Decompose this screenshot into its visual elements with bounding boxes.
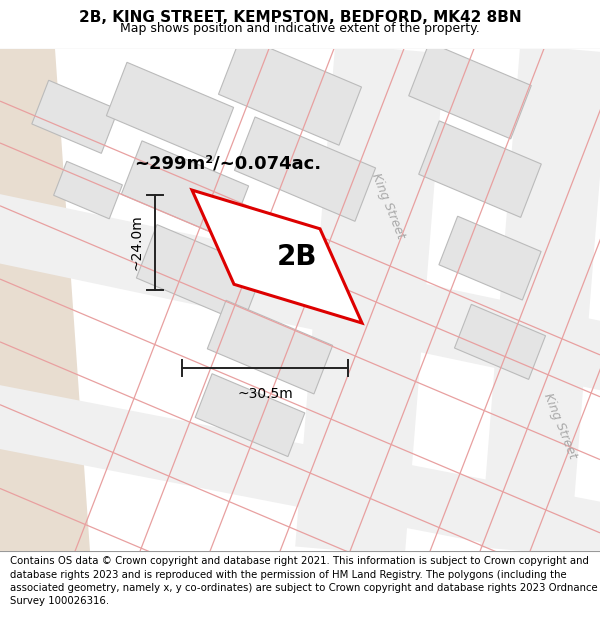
- Polygon shape: [235, 117, 376, 221]
- Polygon shape: [218, 36, 362, 145]
- Text: Contains OS data © Crown copyright and database right 2021. This information is : Contains OS data © Crown copyright and d…: [10, 556, 598, 606]
- Polygon shape: [53, 161, 122, 219]
- Text: ~24.0m: ~24.0m: [130, 214, 144, 270]
- Polygon shape: [454, 304, 545, 379]
- Polygon shape: [32, 80, 118, 153]
- Text: King Street: King Street: [541, 391, 579, 461]
- Polygon shape: [136, 224, 263, 323]
- Polygon shape: [409, 42, 531, 139]
- Text: King Street: King Street: [369, 171, 407, 241]
- Polygon shape: [106, 62, 233, 161]
- Text: ~30.5m: ~30.5m: [237, 387, 293, 401]
- Polygon shape: [0, 384, 600, 566]
- Polygon shape: [295, 44, 445, 556]
- Text: 2B, KING STREET, KEMPSTON, BEDFORD, MK42 8BN: 2B, KING STREET, KEMPSTON, BEDFORD, MK42…: [79, 10, 521, 25]
- Text: Map shows position and indicative extent of the property.: Map shows position and indicative extent…: [120, 22, 480, 35]
- Polygon shape: [480, 45, 600, 555]
- Polygon shape: [195, 374, 305, 457]
- Text: ~299m²/~0.074ac.: ~299m²/~0.074ac.: [134, 155, 322, 173]
- Text: 2B: 2B: [277, 242, 317, 271]
- Polygon shape: [208, 300, 332, 394]
- Polygon shape: [0, 193, 600, 391]
- Polygon shape: [192, 190, 362, 323]
- Polygon shape: [121, 141, 248, 239]
- Polygon shape: [419, 121, 541, 218]
- Polygon shape: [439, 216, 541, 300]
- Polygon shape: [0, 49, 90, 551]
